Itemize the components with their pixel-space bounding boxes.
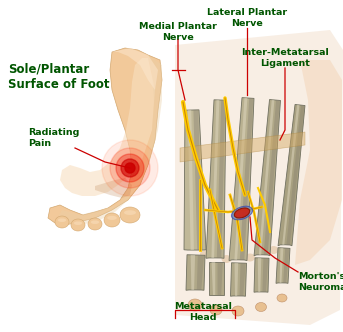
- Ellipse shape: [104, 213, 120, 227]
- Ellipse shape: [120, 207, 140, 223]
- Polygon shape: [55, 55, 162, 225]
- Polygon shape: [240, 98, 253, 260]
- Polygon shape: [262, 258, 268, 292]
- Ellipse shape: [245, 254, 255, 262]
- Ellipse shape: [124, 210, 136, 215]
- Polygon shape: [188, 110, 194, 250]
- Ellipse shape: [277, 294, 287, 302]
- Ellipse shape: [74, 221, 82, 225]
- Ellipse shape: [55, 216, 69, 228]
- Ellipse shape: [232, 306, 244, 316]
- Polygon shape: [209, 262, 224, 295]
- Polygon shape: [112, 48, 158, 90]
- Polygon shape: [211, 100, 220, 258]
- Text: Metatarsal
Head: Metatarsal Head: [174, 302, 232, 322]
- Ellipse shape: [210, 305, 222, 315]
- Ellipse shape: [222, 255, 232, 263]
- Polygon shape: [278, 105, 305, 246]
- Polygon shape: [258, 258, 261, 292]
- Ellipse shape: [58, 218, 66, 222]
- Polygon shape: [175, 30, 343, 325]
- Polygon shape: [48, 48, 162, 225]
- Polygon shape: [254, 100, 281, 256]
- Ellipse shape: [88, 218, 102, 230]
- Polygon shape: [230, 263, 247, 296]
- Text: Radiating
Pain: Radiating Pain: [28, 128, 79, 148]
- Polygon shape: [254, 258, 269, 292]
- Polygon shape: [184, 110, 206, 250]
- Circle shape: [116, 154, 144, 182]
- Ellipse shape: [188, 299, 202, 311]
- Polygon shape: [295, 60, 342, 265]
- Polygon shape: [180, 132, 305, 162]
- Polygon shape: [217, 262, 223, 295]
- Text: Morton's
Neuroma: Morton's Neuroma: [298, 272, 343, 292]
- Polygon shape: [60, 58, 155, 196]
- Polygon shape: [276, 248, 290, 283]
- Polygon shape: [280, 248, 283, 283]
- Circle shape: [125, 163, 135, 173]
- Circle shape: [102, 140, 158, 196]
- Polygon shape: [286, 105, 305, 246]
- Ellipse shape: [269, 246, 279, 254]
- Ellipse shape: [256, 302, 267, 311]
- Polygon shape: [197, 255, 204, 290]
- Ellipse shape: [234, 208, 250, 218]
- Polygon shape: [217, 100, 225, 258]
- Polygon shape: [282, 105, 299, 245]
- Text: Medial Plantar
Nerve: Medial Plantar Nerve: [139, 22, 217, 42]
- Polygon shape: [239, 263, 246, 296]
- Ellipse shape: [107, 216, 117, 220]
- Polygon shape: [263, 100, 280, 255]
- Polygon shape: [191, 255, 195, 290]
- Ellipse shape: [232, 206, 252, 220]
- Ellipse shape: [200, 250, 210, 258]
- Text: Lateral Plantar
Nerve: Lateral Plantar Nerve: [207, 8, 287, 28]
- Polygon shape: [283, 248, 289, 283]
- Circle shape: [110, 148, 150, 188]
- Circle shape: [121, 159, 139, 177]
- Text: Sole/Plantar
Surface of Foot: Sole/Plantar Surface of Foot: [8, 62, 109, 91]
- Polygon shape: [193, 110, 203, 250]
- Polygon shape: [186, 255, 205, 290]
- Polygon shape: [95, 178, 132, 198]
- Polygon shape: [234, 98, 247, 260]
- Text: Inter-Metatarsal
Ligament: Inter-Metatarsal Ligament: [241, 48, 329, 68]
- Polygon shape: [212, 262, 215, 295]
- Ellipse shape: [91, 220, 99, 224]
- Polygon shape: [259, 100, 274, 255]
- Polygon shape: [229, 98, 254, 261]
- Polygon shape: [235, 263, 238, 296]
- Polygon shape: [206, 100, 226, 258]
- Ellipse shape: [71, 219, 85, 231]
